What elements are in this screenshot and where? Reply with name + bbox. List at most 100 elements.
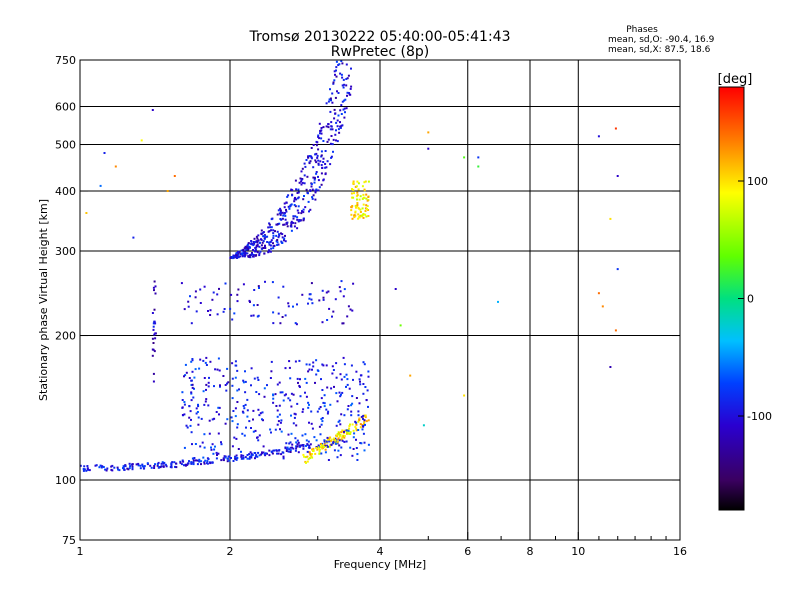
data-point — [297, 220, 300, 223]
data-point — [325, 125, 328, 128]
data-point — [206, 460, 209, 463]
data-point — [326, 438, 329, 441]
data-point — [250, 314, 253, 317]
chart-title-line1: Tromsø 20130222 05:40:00-05:41:43 — [249, 29, 511, 45]
colorbar-tick-label: 0 — [747, 293, 754, 306]
data-point — [198, 460, 201, 463]
data-point — [357, 414, 360, 417]
data-point — [327, 290, 330, 293]
data-point — [254, 250, 257, 253]
data-point — [318, 445, 321, 448]
data-point — [363, 421, 366, 424]
data-point — [284, 240, 287, 243]
data-point — [234, 376, 237, 379]
data-point — [290, 203, 293, 206]
data-point — [301, 181, 304, 184]
data-point — [158, 466, 161, 469]
data-point — [276, 409, 279, 412]
data-point — [355, 185, 358, 188]
data-point — [254, 248, 257, 251]
data-point — [348, 432, 351, 435]
data-point — [180, 282, 183, 285]
data-point — [201, 441, 204, 444]
data-point — [335, 60, 338, 63]
data-point — [347, 305, 350, 308]
data-point — [105, 469, 108, 472]
data-point — [321, 442, 323, 445]
data-point — [276, 241, 279, 244]
data-point — [332, 442, 335, 445]
data-point — [251, 255, 254, 258]
data-point — [123, 468, 126, 471]
data-point — [268, 222, 271, 225]
data-point — [321, 417, 324, 419]
x-tick-label: 8 — [527, 545, 534, 558]
data-point — [339, 109, 342, 112]
data-point — [195, 412, 198, 415]
data-point — [280, 232, 282, 235]
data-point — [333, 449, 336, 452]
data-point — [276, 230, 279, 233]
data-point — [322, 140, 325, 142]
data-point — [346, 383, 349, 386]
data-point — [240, 450, 242, 453]
data-point — [349, 423, 351, 426]
data-point — [106, 467, 109, 470]
data-point — [362, 193, 365, 196]
data-point — [279, 391, 282, 394]
x-tick-label: 4 — [377, 545, 384, 558]
data-point — [323, 443, 326, 446]
data-point — [242, 248, 245, 251]
data-point — [192, 396, 195, 399]
data-point — [281, 217, 284, 220]
data-point — [304, 433, 307, 436]
data-point — [311, 427, 314, 430]
data-point — [283, 394, 286, 397]
data-point — [283, 239, 285, 242]
data-point — [183, 413, 186, 416]
data-point — [340, 280, 343, 283]
data-point — [151, 337, 154, 340]
data-point — [281, 236, 284, 239]
data-point — [362, 383, 365, 385]
data-point — [254, 247, 257, 249]
data-point — [204, 361, 207, 364]
data-point — [171, 461, 174, 464]
data-point — [333, 79, 336, 82]
data-point — [354, 425, 357, 428]
data-point — [215, 457, 218, 460]
data-point — [296, 439, 299, 442]
data-point — [341, 100, 344, 103]
data-point — [317, 135, 320, 138]
data-point — [320, 444, 323, 447]
data-point — [312, 361, 315, 364]
data-point — [260, 238, 262, 241]
data-point — [207, 381, 210, 384]
data-point — [333, 117, 336, 120]
data-point — [222, 459, 225, 462]
data-point — [83, 465, 86, 468]
data-point — [362, 213, 365, 215]
data-point — [260, 244, 263, 247]
data-point — [307, 440, 310, 443]
data-point — [367, 375, 370, 378]
data-point — [357, 217, 360, 220]
data-point — [365, 420, 368, 423]
data-point — [217, 432, 220, 435]
data-point — [232, 410, 235, 412]
data-point — [183, 401, 186, 403]
data-point — [335, 392, 338, 395]
data-point — [277, 243, 280, 246]
data-point — [312, 194, 315, 197]
data-point — [233, 436, 236, 439]
data-point — [270, 450, 273, 453]
data-point — [296, 443, 299, 446]
data-point — [309, 443, 312, 446]
data-point — [128, 467, 131, 470]
data-point — [198, 367, 201, 370]
data-point — [329, 436, 332, 439]
data-point — [259, 250, 262, 253]
data-point — [310, 410, 313, 413]
data-point — [139, 467, 142, 470]
data-point — [151, 109, 154, 111]
